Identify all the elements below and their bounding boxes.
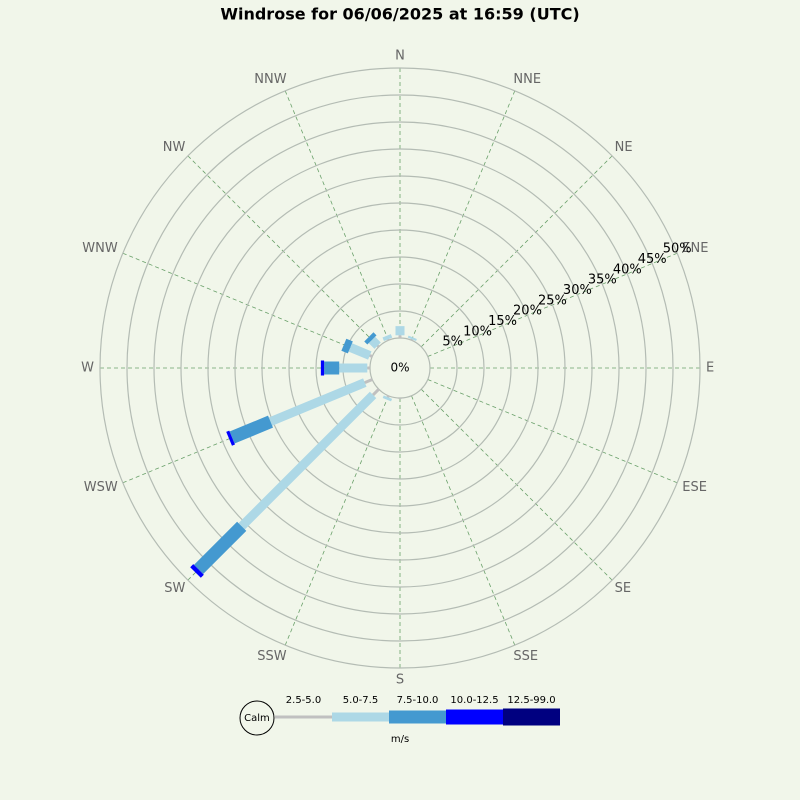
bar-segment bbox=[369, 354, 373, 358]
ring bbox=[207, 175, 593, 561]
bar-segment bbox=[382, 334, 393, 342]
chart-title: Windrose for 06/06/2025 at 16:59 (UTC) bbox=[220, 5, 579, 24]
legend-label: 10.0-12.5 bbox=[450, 695, 498, 706]
direction-label: E bbox=[706, 361, 714, 376]
r-tick-label: 10% bbox=[463, 324, 492, 339]
legend-swatch bbox=[332, 712, 389, 722]
direction-label: S bbox=[396, 673, 404, 688]
bar-segment bbox=[190, 564, 204, 578]
r-tick-label: 35% bbox=[588, 273, 617, 288]
ring bbox=[126, 94, 674, 642]
direction-label: NNE bbox=[513, 72, 541, 87]
legend: Calm 2.5-5.0 5.0-7.5 7.5-10.0 10.0-12.5 12.5-… bbox=[239, 695, 560, 745]
r-tick-label: 45% bbox=[638, 252, 667, 267]
ring bbox=[261, 229, 539, 507]
legend-label: 5.0-7.5 bbox=[343, 695, 378, 706]
legend-swatch bbox=[389, 710, 446, 724]
r-tick-label: 5% bbox=[442, 335, 463, 350]
bar-segment bbox=[376, 344, 380, 348]
ring bbox=[153, 121, 647, 615]
labels: N NNE NE ENE E ESE SE SSE S SSW SW WSW W WNW NW NNW 0% 5%… bbox=[81, 49, 714, 688]
r-tick-label: 40% bbox=[613, 262, 642, 277]
bar-segment bbox=[268, 378, 367, 426]
bar-segment bbox=[229, 415, 273, 444]
bar-segment bbox=[348, 343, 372, 360]
direction-label: SSE bbox=[513, 649, 538, 664]
direction-label: SE bbox=[615, 581, 631, 596]
ring bbox=[288, 256, 512, 480]
bar-segment bbox=[193, 521, 247, 575]
calm-marker bbox=[239, 700, 275, 736]
r-tick-label: 15% bbox=[488, 314, 517, 329]
bar-segment bbox=[407, 335, 417, 342]
legend-swatch bbox=[446, 709, 503, 725]
r-tick-label: 25% bbox=[538, 293, 567, 308]
bar-segment bbox=[226, 430, 235, 446]
bar-segment bbox=[238, 391, 377, 530]
r-tick-label: 30% bbox=[563, 283, 592, 298]
bar-segment bbox=[371, 388, 380, 397]
direction-label: NE bbox=[615, 140, 633, 155]
direction-label: N bbox=[395, 49, 405, 64]
direction-label: WNW bbox=[82, 241, 118, 256]
legend-label: 7.5-10.0 bbox=[397, 695, 439, 706]
direction-label: W bbox=[81, 361, 94, 376]
bar-segment bbox=[382, 395, 393, 402]
bar-segment bbox=[364, 332, 377, 345]
ring bbox=[180, 148, 620, 588]
legend-label: 12.5-99.0 bbox=[507, 695, 555, 706]
bar-segment bbox=[368, 336, 381, 349]
direction-label: ESE bbox=[682, 480, 707, 495]
direction-label: NNW bbox=[254, 72, 286, 87]
legend-label: 2.5-5.0 bbox=[286, 695, 321, 706]
direction-label: SSW bbox=[257, 649, 287, 664]
legend-unit: m/s bbox=[391, 734, 409, 745]
bar-segment bbox=[364, 378, 373, 384]
legend-swatch bbox=[503, 708, 560, 726]
legend-swatch bbox=[275, 715, 332, 719]
direction-label: WSW bbox=[84, 480, 118, 495]
r-tick-label: 50% bbox=[663, 242, 692, 257]
direction-label: ENE bbox=[682, 241, 708, 256]
ring bbox=[315, 283, 485, 453]
bars bbox=[190, 326, 417, 578]
direction-label: SW bbox=[164, 581, 185, 596]
r-tick-label: 0% bbox=[390, 361, 409, 375]
calm-label: Calm bbox=[244, 713, 270, 724]
bar-segment bbox=[386, 395, 390, 398]
ring bbox=[234, 202, 566, 534]
bar-segment bbox=[341, 338, 353, 354]
ring bbox=[99, 67, 701, 669]
r-tick-label: 20% bbox=[513, 304, 542, 319]
direction-label: NW bbox=[163, 140, 186, 155]
